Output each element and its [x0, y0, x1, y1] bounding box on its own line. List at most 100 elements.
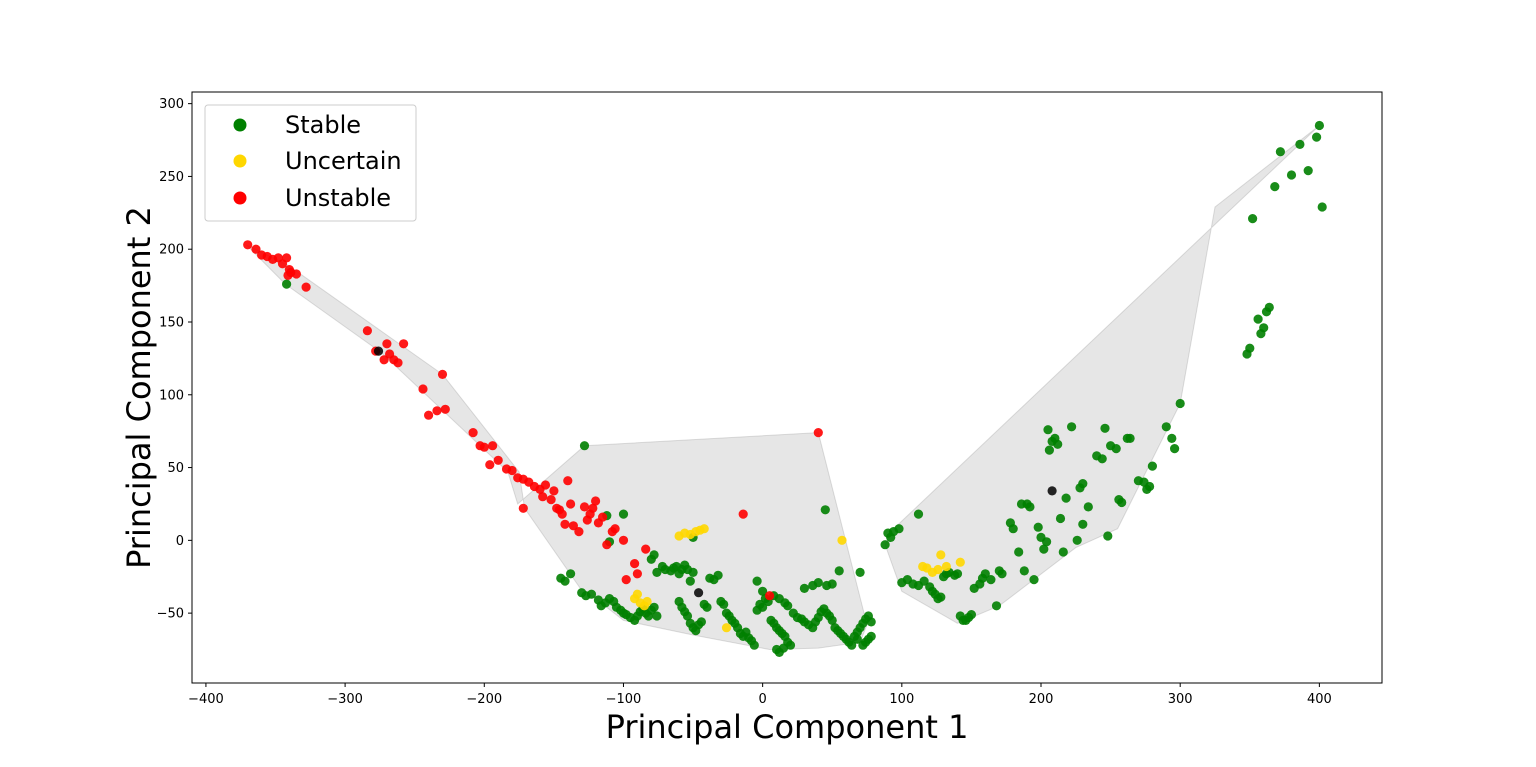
data-point-stable	[1097, 454, 1107, 464]
centroid-point	[1047, 486, 1057, 496]
data-point-stable	[1117, 497, 1127, 508]
data-point-stable	[783, 601, 793, 611]
data-point-unstable	[291, 269, 301, 279]
data-point-unstable	[738, 509, 748, 519]
data-point-unstable	[399, 339, 409, 349]
x-tick-label: −400	[188, 692, 224, 707]
data-point-unstable	[243, 240, 253, 250]
data-point-uncertain	[837, 535, 847, 545]
data-point-stable	[919, 576, 929, 586]
data-point-stable	[913, 509, 924, 519]
data-point-stable	[1248, 214, 1258, 224]
data-point-stable	[713, 570, 723, 580]
data-point-stable	[1170, 444, 1180, 454]
data-point-unstable	[437, 369, 448, 379]
data-point-stable	[952, 569, 963, 579]
data-point-stable	[682, 611, 693, 621]
data-point-unstable	[765, 591, 775, 601]
hull-region-1	[245, 244, 868, 651]
data-point-uncertain	[936, 550, 946, 560]
data-point-unstable	[418, 384, 428, 394]
data-point-unstable	[379, 355, 389, 365]
legend-label-stable: Stable	[285, 111, 361, 139]
data-point-unstable	[566, 499, 576, 509]
data-point-stable	[880, 540, 890, 550]
data-point-unstable	[251, 244, 261, 254]
x-tick-label: −300	[327, 692, 363, 707]
data-point-stable	[991, 601, 1002, 611]
legend: Stable Uncertain Unstable	[204, 104, 417, 222]
data-point-stable	[827, 579, 837, 589]
data-point-stable	[618, 509, 629, 519]
data-point-unstable	[546, 495, 556, 505]
data-point-stable	[688, 567, 698, 578]
data-point-unstable	[540, 480, 551, 490]
y-tick-label: 200	[159, 243, 184, 258]
data-point-stable	[980, 569, 990, 579]
data-point-stable	[749, 640, 759, 650]
x-tick-label: 400	[1307, 692, 1332, 707]
data-point-stable	[1067, 422, 1077, 432]
data-point-stable	[820, 505, 830, 515]
y-tick-label: 100	[159, 388, 184, 403]
data-point-unstable	[282, 253, 292, 263]
data-point-unstable	[568, 521, 579, 531]
data-point-stable	[1033, 522, 1043, 532]
data-point-stable	[758, 586, 768, 596]
data-point-unstable	[574, 527, 584, 537]
data-point-unstable	[621, 575, 631, 585]
data-point-unstable	[618, 535, 629, 545]
data-point-stable	[799, 583, 810, 594]
data-point-unstable	[557, 509, 567, 519]
data-point-unstable	[301, 282, 311, 292]
data-point-stable	[1303, 166, 1313, 176]
data-point-stable	[813, 578, 823, 588]
data-point-stable	[1061, 493, 1071, 503]
series-unstable	[243, 240, 823, 601]
data-point-stable	[1014, 547, 1024, 557]
x-tick-label: 200	[1029, 692, 1054, 707]
plot-frame	[191, 91, 1383, 684]
data-point-stable	[1253, 314, 1263, 324]
data-point-stable	[1008, 524, 1018, 534]
data-point-unstable	[602, 540, 612, 550]
data-point-stable	[652, 611, 662, 621]
data-point-stable	[758, 602, 768, 612]
x-tick-label: −200	[466, 692, 502, 707]
data-point-stable	[1053, 439, 1063, 449]
x-axis-title: Principal Component 1	[606, 708, 969, 746]
x-tick-label: 100	[889, 692, 914, 707]
data-point-stable	[834, 566, 844, 576]
data-point-stable	[1147, 461, 1157, 471]
data-point-stable	[1295, 139, 1305, 149]
data-point-stable	[1078, 479, 1088, 489]
data-point-stable	[649, 550, 659, 560]
data-point-unstable	[579, 502, 590, 512]
data-point-unstable	[598, 512, 608, 522]
data-point-stable	[719, 599, 729, 610]
data-point-stable	[1029, 575, 1039, 585]
data-point-stable	[894, 524, 904, 534]
data-point-stable	[579, 441, 590, 451]
x-axis-ticks: −400 −300 −200 −100 0 100 200 300 400	[188, 683, 1332, 707]
data-point-stable	[847, 640, 857, 650]
data-point-stable	[1259, 323, 1269, 333]
data-point-stable	[936, 592, 946, 602]
hull-region-2	[884, 125, 1320, 624]
y-tick-label: 300	[159, 97, 184, 112]
data-point-stable	[1072, 535, 1082, 545]
legend-marker-uncertain	[233, 154, 247, 168]
data-point-unstable	[393, 358, 403, 368]
data-point-unstable	[432, 406, 442, 416]
data-point-stable	[997, 569, 1007, 579]
data-point-unstable	[493, 455, 503, 465]
data-point-stable	[1043, 425, 1053, 435]
data-point-stable	[685, 576, 695, 586]
data-point-stable	[566, 569, 576, 579]
y-tick-label: 150	[159, 315, 184, 330]
data-point-stable	[696, 617, 707, 627]
data-point-unstable	[507, 465, 517, 476]
data-point-unstable	[630, 559, 640, 569]
data-point-stable	[1019, 566, 1029, 576]
data-point-stable	[1312, 132, 1322, 142]
